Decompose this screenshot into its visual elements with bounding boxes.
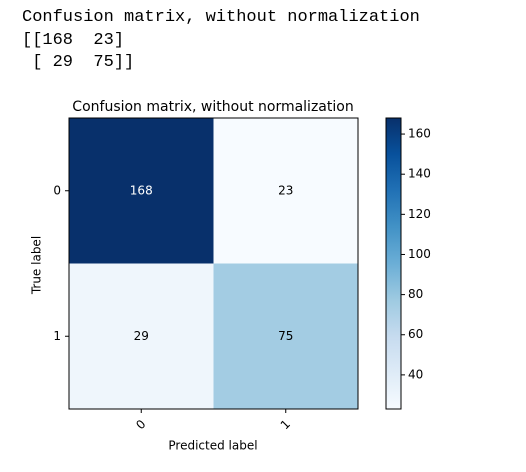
heatmap-cell <box>213 263 358 409</box>
colorbar-tick-label: 140 <box>408 167 431 181</box>
x-tick-label: 1 <box>278 417 293 432</box>
colorbar <box>385 117 402 410</box>
cell-value-label: 23 <box>278 183 293 197</box>
heatmap-cell <box>69 263 214 409</box>
heatmap-cell <box>213 118 358 264</box>
x-axis-label: Predicted label <box>168 439 257 453</box>
colorbar-tick-label: 100 <box>408 247 431 261</box>
console-line: Confusion matrix, without normalization <box>22 8 420 27</box>
colorbar-tick-label: 80 <box>408 287 423 301</box>
x-tick-label: 0 <box>133 417 148 432</box>
y-tick-label: 0 <box>53 183 61 197</box>
console-line: [[168 23] <box>22 31 125 50</box>
colorbar-tick-label: 60 <box>408 327 423 341</box>
colorbar-tick-label: 120 <box>408 207 431 221</box>
heatmap-cell <box>69 118 214 264</box>
y-axis-label: True label <box>30 236 44 295</box>
chart-title: Confusion matrix, without normalization <box>72 99 353 115</box>
y-tick-label: 1 <box>53 329 61 343</box>
console-line: [ 29 75]] <box>22 53 135 72</box>
colorbar-tick-label: 40 <box>408 367 423 381</box>
cell-value-label: 29 <box>134 329 149 343</box>
colorbar-tick-label: 160 <box>408 127 431 141</box>
cell-value-label: 168 <box>130 183 153 197</box>
plot-frame <box>68 117 359 410</box>
cell-value-label: 75 <box>278 329 293 343</box>
